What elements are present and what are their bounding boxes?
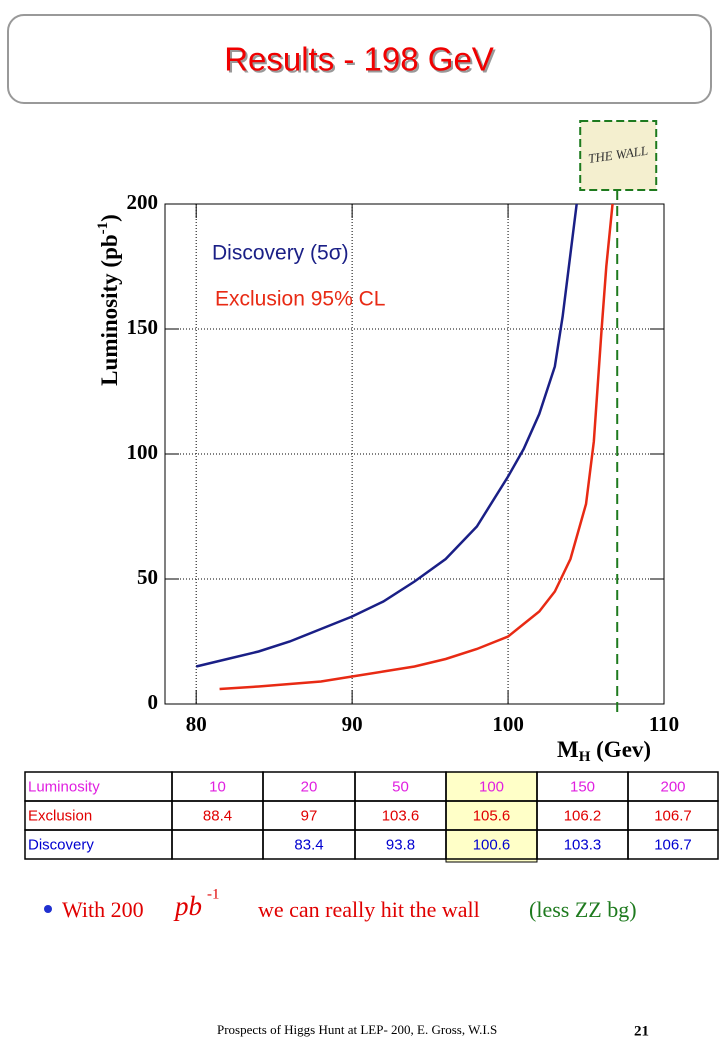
bullet-rest: we can really hit the wall	[258, 897, 480, 922]
page-number: 21	[634, 1023, 649, 1039]
table-value: 103.6	[382, 807, 420, 824]
footer: Prospects of Higgs Hunt at LEP- 200, E. …	[217, 1022, 497, 1037]
table-value: 150	[570, 778, 595, 795]
slide-title: Results - 198 GeV	[224, 41, 494, 78]
series-line	[195, 203, 578, 668]
title-shadow: Results - 198 GeV	[226, 43, 496, 80]
table-value: 103.3	[564, 836, 602, 853]
table-value: 20	[301, 778, 318, 795]
bullet-text: With 200	[62, 897, 144, 922]
y-tick-label: 200	[127, 190, 159, 214]
y-tick-label: 0	[148, 690, 159, 714]
y-tick-label: 100	[127, 440, 159, 464]
x-tick-label: 90	[342, 712, 363, 736]
row-label: Exclusion	[28, 807, 92, 824]
x-tick-label: 110	[649, 712, 679, 736]
table-value: 105.6	[473, 807, 511, 824]
bullet-unit: pb	[173, 891, 202, 921]
x-label-sub: H	[579, 749, 591, 765]
series-line	[219, 203, 614, 691]
bullet-note: (less ZZ bg)	[529, 897, 637, 922]
bullet-dot	[44, 905, 52, 913]
table-cell	[171, 829, 264, 860]
table-value: 50	[392, 778, 409, 795]
x-label-main: M	[557, 737, 579, 762]
y-tick-label: 50	[137, 565, 158, 589]
table-value: 83.4	[294, 836, 323, 853]
x-tick-label: 80	[186, 712, 207, 736]
legend-label: Discovery (5σ)	[212, 242, 349, 265]
y-axis-label: Luminosity (pb-1)	[95, 214, 122, 386]
x-axis-label: MH (Gev)	[557, 737, 651, 765]
table-value: 97	[301, 807, 318, 824]
wall-box	[579, 120, 658, 191]
table-value: 100.6	[473, 836, 511, 853]
table-value: 10	[209, 778, 226, 795]
y-tick-label: 150	[127, 315, 159, 339]
legend-label: Exclusion 95% CL	[215, 288, 385, 311]
table-cell	[627, 829, 719, 860]
x-tick-label: 100	[492, 712, 524, 736]
row-label: Discovery	[28, 836, 94, 853]
table-value: 106.7	[654, 807, 692, 824]
y-label-sup: -1	[95, 222, 111, 235]
table: Luminosity 10 20 50 100 150 200 Exclusion 88.4 97…	[24, 771, 719, 863]
table-value: 106.7	[654, 836, 692, 853]
table-value: 200	[660, 778, 685, 795]
y-label-main: Luminosity (pb	[97, 234, 122, 385]
title-box	[7, 14, 712, 104]
table-value: 100	[479, 778, 504, 795]
table-value: 88.4	[203, 807, 232, 824]
table-value: 106.2	[564, 807, 602, 824]
bullet-unit-sup: -1	[207, 886, 220, 902]
x-label-unit: (Gev)	[590, 737, 651, 762]
y-label-end: )	[97, 214, 122, 222]
row-label: Luminosity	[28, 778, 100, 795]
table-value: 93.8	[386, 836, 415, 853]
